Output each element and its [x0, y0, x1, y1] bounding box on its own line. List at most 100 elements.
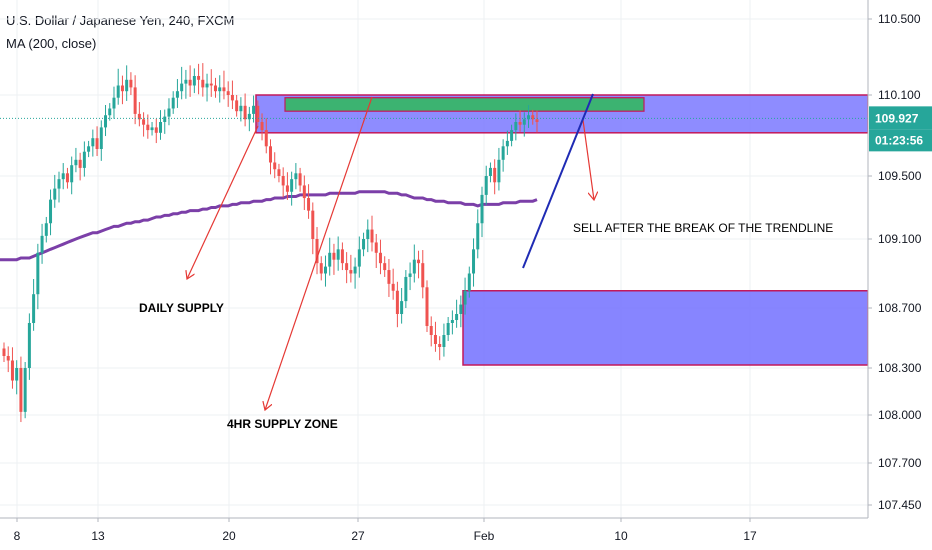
axis-corner	[868, 518, 932, 550]
candle	[493, 159, 497, 195]
candle	[112, 86, 116, 119]
candle	[501, 139, 505, 172]
candle	[446, 317, 450, 341]
candle-body	[137, 113, 141, 120]
candle	[323, 255, 327, 287]
time-tick-label: 10	[614, 529, 628, 543]
candle-body	[518, 122, 522, 125]
price-tick-label: 107.700	[878, 456, 922, 470]
candle-body	[146, 124, 150, 131]
candle	[154, 118, 158, 144]
candle	[159, 110, 163, 140]
candle-body	[484, 176, 488, 195]
supply-zone-arrow	[265, 96, 373, 410]
candle	[201, 63, 205, 97]
candle-body	[40, 235, 44, 253]
candle-body	[32, 294, 36, 323]
candle-body	[27, 323, 31, 368]
candle	[459, 295, 463, 328]
candle	[442, 323, 446, 357]
candle	[108, 103, 112, 121]
candle-body	[44, 223, 48, 236]
candle-body	[171, 97, 175, 109]
candle-body	[163, 116, 167, 122]
candle	[332, 243, 336, 275]
candle-body	[488, 167, 492, 176]
price-tick-label: 109.500	[878, 169, 922, 183]
candle	[129, 72, 133, 95]
price-tick-label: 108.300	[878, 361, 922, 375]
symbol-title: U.S. Dollar / Japanese Yen, 240, FXCM	[6, 13, 235, 28]
price-tick-label: 109.100	[878, 232, 922, 246]
candle	[518, 110, 522, 132]
sell-note-label: SELL AFTER THE BREAK OF THE TRENDLINE	[573, 221, 833, 235]
candle	[366, 219, 370, 253]
candle	[197, 63, 201, 95]
candle	[302, 175, 306, 211]
time-tick-label: 8	[14, 529, 21, 543]
candle	[10, 347, 14, 389]
candle	[510, 124, 514, 147]
candle-body	[108, 108, 112, 116]
candle-body	[395, 290, 399, 314]
candle	[133, 75, 137, 125]
candle-body	[19, 368, 23, 412]
candle	[362, 232, 366, 257]
candle	[374, 233, 378, 268]
candle-body	[340, 249, 344, 264]
candle	[256, 100, 260, 128]
candle	[421, 250, 425, 299]
candle	[218, 75, 222, 103]
candle-body	[154, 127, 158, 133]
candle	[472, 238, 476, 287]
ma-line	[0, 190, 538, 262]
candle	[15, 360, 19, 395]
candle	[184, 69, 188, 99]
candle	[120, 75, 124, 105]
candle-body	[167, 108, 171, 117]
candle	[404, 270, 408, 308]
candle-body	[459, 304, 463, 314]
candle-body	[142, 119, 146, 125]
candle-body	[408, 273, 412, 277]
candle-body	[184, 79, 188, 84]
time-tick-label: 20	[222, 529, 236, 543]
candle-body	[82, 151, 86, 168]
candle-body	[150, 127, 154, 131]
candle	[230, 80, 234, 110]
candle	[87, 140, 91, 158]
candle-body	[505, 140, 509, 147]
candle-body	[438, 344, 442, 347]
candle	[78, 152, 82, 181]
candle-body	[175, 91, 179, 98]
candle	[142, 112, 146, 137]
daily-supply-label: DAILY SUPPLY	[139, 301, 224, 315]
candle-body	[188, 79, 192, 86]
candle-body	[501, 146, 505, 160]
candle-body	[285, 185, 289, 192]
candle-body	[159, 122, 163, 133]
candle-body	[493, 167, 497, 183]
candle-body	[268, 146, 272, 163]
four-hour-supply-zone	[284, 97, 645, 112]
candle	[44, 216, 48, 243]
candle	[61, 163, 65, 190]
candle	[450, 310, 454, 335]
candle-body	[209, 83, 213, 86]
countdown-tag	[869, 129, 932, 152]
candle-body	[205, 83, 209, 88]
candle	[175, 79, 179, 108]
candle-body	[104, 115, 108, 128]
time-tick-label: 17	[743, 529, 757, 543]
candle-body	[247, 113, 251, 120]
candle	[391, 268, 395, 300]
candle	[438, 336, 442, 361]
candle	[214, 77, 217, 98]
candle-body	[514, 122, 518, 131]
candle-body	[180, 83, 184, 92]
candle	[522, 112, 526, 137]
candle-body	[442, 335, 446, 347]
candle-body	[328, 252, 332, 267]
candle-body	[226, 91, 230, 95]
